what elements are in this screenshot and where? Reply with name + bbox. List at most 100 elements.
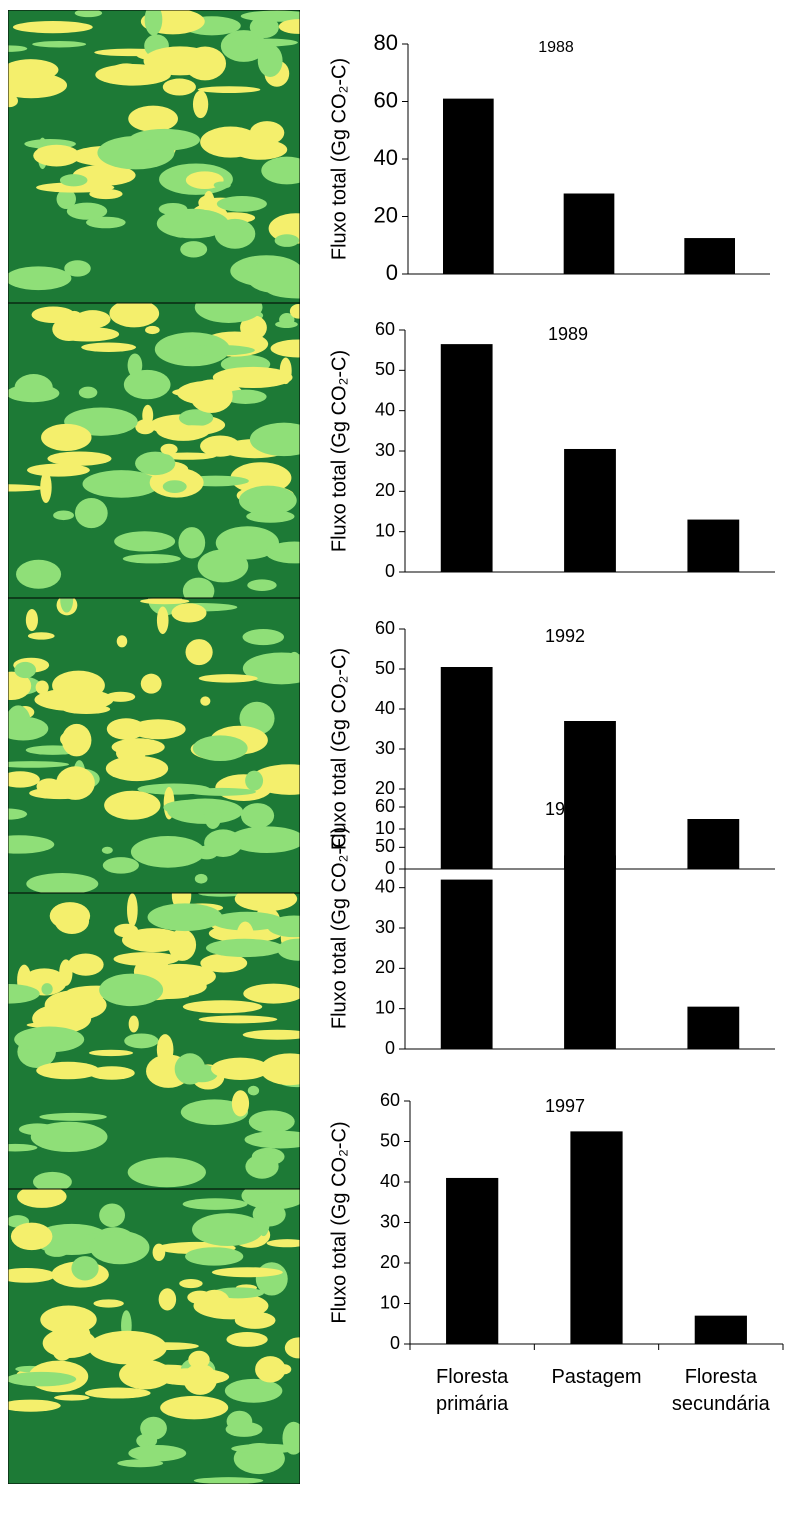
map-patch	[66, 202, 108, 220]
map-patch	[8, 705, 31, 739]
bar	[563, 193, 615, 274]
y-axis-label: Fluxo total (Gg CO₂-C)	[328, 58, 350, 260]
map-patch	[119, 1359, 172, 1390]
map-patch	[8, 72, 68, 99]
map-patch	[72, 164, 136, 186]
map-patch	[74, 310, 111, 329]
map-patch	[240, 315, 267, 341]
map-patch	[249, 16, 279, 39]
map-patch	[247, 579, 277, 591]
y-tick-label: 20	[375, 480, 395, 500]
map-patch	[250, 764, 300, 795]
map-patch	[289, 651, 300, 664]
map-patch	[193, 1477, 264, 1484]
map-patch	[198, 1015, 278, 1024]
bar	[684, 238, 736, 274]
map-patch	[194, 873, 208, 884]
map-patch	[54, 1394, 90, 1401]
map-patch	[244, 1130, 300, 1149]
bar	[570, 1131, 623, 1344]
map-patch	[102, 857, 139, 874]
map-patch	[74, 10, 103, 18]
y-tick-label: 0	[390, 1333, 400, 1353]
map-patch	[40, 471, 52, 504]
map-patch	[17, 1189, 67, 1208]
map-patch	[229, 303, 248, 318]
map-patch	[245, 770, 264, 791]
map-patch	[160, 443, 178, 455]
map-patch	[171, 603, 207, 623]
map-patch	[249, 422, 300, 457]
bar	[442, 98, 494, 274]
y-tick-label: 30	[375, 917, 395, 937]
map-patch	[152, 1243, 166, 1261]
map-patch	[74, 497, 108, 529]
map	[8, 303, 300, 598]
y-tick-label: 20	[380, 1252, 400, 1272]
y-axis-label: Fluxo total (Gg CO₂-C)	[328, 1121, 350, 1323]
map-patch	[8, 1399, 61, 1412]
bar	[440, 344, 493, 572]
map-patch	[255, 1356, 286, 1383]
map-patch	[182, 345, 255, 356]
y-tick-label: 0	[385, 858, 395, 878]
map-patch	[247, 1085, 260, 1096]
map-patch	[8, 771, 40, 788]
map-patch	[156, 208, 229, 239]
map-patch	[8, 1371, 77, 1387]
map-patch	[278, 19, 300, 34]
map-patch	[265, 541, 300, 564]
y-tick-label: 0	[386, 260, 398, 285]
map-patch	[168, 928, 197, 961]
chart-title: 1996	[545, 799, 585, 819]
map-patch	[127, 1157, 206, 1188]
y-tick-label: 20	[375, 957, 395, 977]
bar	[694, 1315, 747, 1344]
map-patch	[234, 893, 298, 912]
bar	[446, 1177, 499, 1344]
bar	[687, 819, 740, 869]
map-patch	[230, 38, 298, 47]
map-patch	[60, 598, 74, 613]
map-patch	[88, 1330, 167, 1365]
map	[8, 893, 300, 1189]
map-patch	[270, 339, 300, 358]
map-patch	[114, 531, 176, 552]
map-patch	[47, 451, 112, 466]
y-tick-label: 0	[385, 561, 395, 581]
map-patch	[56, 189, 77, 210]
map-patch	[245, 1154, 279, 1179]
map-patch	[38, 23, 57, 32]
map-patch	[113, 952, 180, 966]
map-patch	[39, 1112, 107, 1121]
map-patch	[89, 1230, 150, 1265]
map-patch	[14, 1026, 85, 1053]
chart-title: 1989	[548, 324, 588, 344]
bar	[440, 879, 493, 1049]
map-patch	[35, 680, 49, 695]
map-patch	[105, 755, 169, 782]
map-patch	[128, 1445, 187, 1462]
map-patch	[216, 196, 267, 212]
map-patch	[88, 1066, 135, 1080]
map-patch	[101, 846, 113, 854]
map-patch	[277, 938, 300, 961]
chart-title: 1997	[545, 1096, 585, 1116]
map-patch	[257, 44, 283, 77]
map-patch	[243, 983, 300, 1004]
map-patch	[8, 808, 28, 820]
map-patch	[187, 787, 256, 796]
map-patch	[180, 241, 208, 258]
map-patch	[142, 963, 216, 990]
y-axis-label: Fluxo total (Gg CO₂-C)	[328, 648, 350, 850]
map-patch	[212, 366, 293, 389]
map-patch	[224, 1378, 283, 1403]
map-patch	[64, 260, 91, 277]
map-patch	[261, 156, 300, 185]
map-patch	[211, 1057, 270, 1081]
map-patch	[140, 1416, 167, 1440]
map-patch	[200, 953, 248, 973]
map-patch	[8, 266, 72, 291]
map-patch	[162, 480, 187, 493]
map-patch	[226, 1332, 268, 1347]
